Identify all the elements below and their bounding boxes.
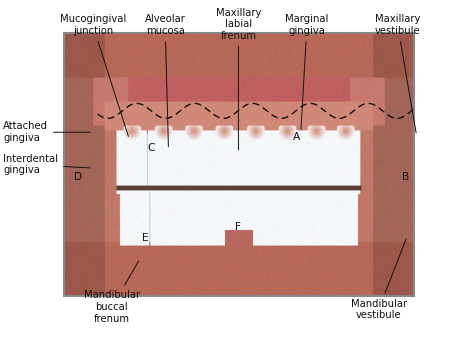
Bar bbox=[64, 33, 414, 296]
Text: Mucogingival
junction: Mucogingival junction bbox=[60, 14, 128, 137]
Text: Maxillary
labial
frenum: Maxillary labial frenum bbox=[216, 8, 261, 150]
Text: Mandibular
vestibule: Mandibular vestibule bbox=[351, 239, 407, 320]
Text: Mandibular
buccal
frenum: Mandibular buccal frenum bbox=[84, 261, 140, 323]
Text: Marginal
gingiva: Marginal gingiva bbox=[285, 14, 328, 129]
Text: C: C bbox=[147, 143, 155, 153]
Text: Maxillary
vestibule: Maxillary vestibule bbox=[375, 14, 420, 133]
Text: F: F bbox=[236, 222, 241, 232]
Text: A: A bbox=[293, 132, 301, 142]
Text: Alveolar
mucosa: Alveolar mucosa bbox=[145, 14, 186, 146]
Text: B: B bbox=[402, 172, 410, 182]
Text: D: D bbox=[73, 172, 82, 182]
Text: Attached
gingiva: Attached gingiva bbox=[3, 121, 90, 143]
Text: E: E bbox=[143, 233, 149, 243]
Text: Interdental
gingiva: Interdental gingiva bbox=[3, 154, 90, 176]
